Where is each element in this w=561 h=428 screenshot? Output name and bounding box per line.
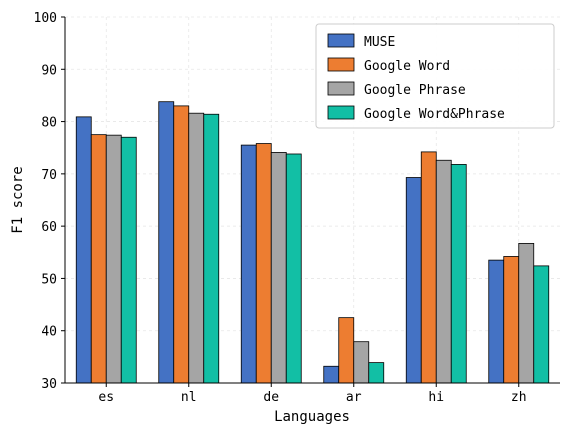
bar-es-google-word-phrase <box>120 136 137 384</box>
bar-nl-muse <box>158 101 175 384</box>
x-tick-label: es <box>98 390 114 405</box>
bar-zh-muse <box>488 259 505 384</box>
y-tick-label: 80 <box>41 116 57 131</box>
bar-es-muse <box>75 116 92 384</box>
legend-swatch <box>327 81 355 96</box>
bar-hi-muse <box>405 177 422 384</box>
axes <box>64 17 560 384</box>
y-tick-label: 90 <box>41 63 57 78</box>
y-tick-label: 100 <box>34 11 57 26</box>
y-tick-label: 60 <box>41 220 57 235</box>
bar-hi-google-word <box>420 151 437 384</box>
y-tick-label: 40 <box>41 325 57 340</box>
bar-hi-google-phrase <box>435 159 452 384</box>
bar-ar-google-word <box>338 317 355 384</box>
y-tick-label: 50 <box>41 272 57 287</box>
bar-ar-google-word-phrase <box>368 362 385 384</box>
bar-de-google-word <box>255 143 272 384</box>
y-ticks: 30 40 50 60 70 80 90 100 <box>34 11 65 392</box>
bar-zh-google-word <box>503 256 520 384</box>
bar-ar-google-phrase <box>353 341 370 384</box>
x-ticks: es nl de ar hi zh <box>98 383 527 405</box>
x-axis-label: Languages <box>274 409 350 425</box>
legend-swatch <box>327 105 355 120</box>
legend-label: Google Word <box>364 59 450 74</box>
x-tick-label: hi <box>428 390 444 405</box>
x-tick-label: nl <box>181 390 197 405</box>
bar-zh-google-word-phrase <box>533 265 550 384</box>
legend-label: MUSE <box>364 35 395 50</box>
legend-label: Google Word&Phrase <box>364 107 505 122</box>
legend-box <box>315 23 555 129</box>
bar-ar-muse <box>323 365 340 384</box>
x-tick-label: de <box>263 390 279 405</box>
bar-nl-google-word-phrase <box>203 113 220 384</box>
legend-label: Google Phrase <box>364 83 466 98</box>
bar-hi-google-word-phrase <box>450 164 467 384</box>
bar-de-google-word-phrase <box>285 153 302 384</box>
bar-zh-google-phrase <box>518 242 535 384</box>
x-tick-label: zh <box>511 390 527 405</box>
y-tick-label: 30 <box>41 377 57 392</box>
bar-de-google-phrase <box>270 152 287 384</box>
legend: MUSE Google Word Google Phrase Google Word&… <box>315 23 555 129</box>
legend-swatch <box>327 57 355 72</box>
bar-es-google-phrase <box>105 134 122 384</box>
bar-de-muse <box>240 144 257 384</box>
x-tick-label: ar <box>346 390 362 405</box>
bars <box>75 101 550 384</box>
y-tick-label: 70 <box>41 168 57 183</box>
y-axis-label: F1 score <box>10 166 26 233</box>
bar-nl-google-word <box>173 105 190 384</box>
legend-swatch <box>327 33 355 48</box>
bar-nl-google-phrase <box>188 112 205 384</box>
bar-es-google-word <box>90 134 107 384</box>
